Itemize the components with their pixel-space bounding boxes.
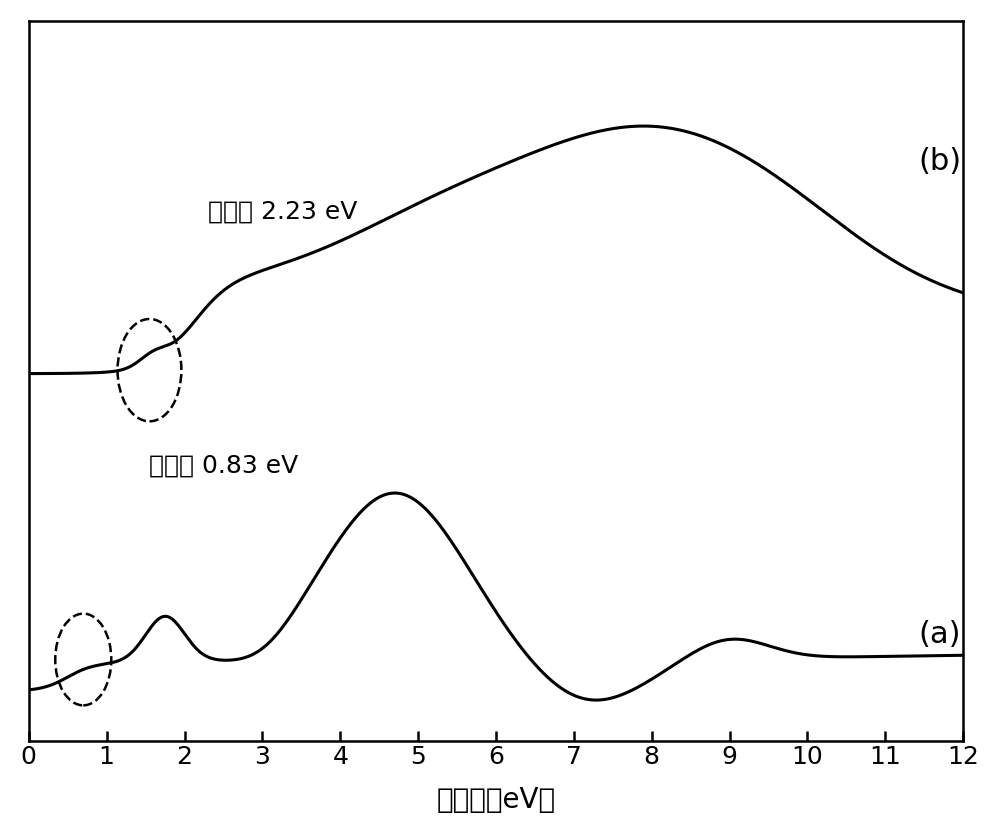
Text: 价带顶 2.23 eV: 价带顶 2.23 eV (208, 200, 357, 224)
Text: (a): (a) (919, 620, 961, 650)
X-axis label: 结合能（eV）: 结合能（eV） (436, 787, 556, 814)
Text: 价带顶 0.83 eV: 价带顶 0.83 eV (149, 453, 299, 478)
Text: (b): (b) (918, 148, 961, 176)
